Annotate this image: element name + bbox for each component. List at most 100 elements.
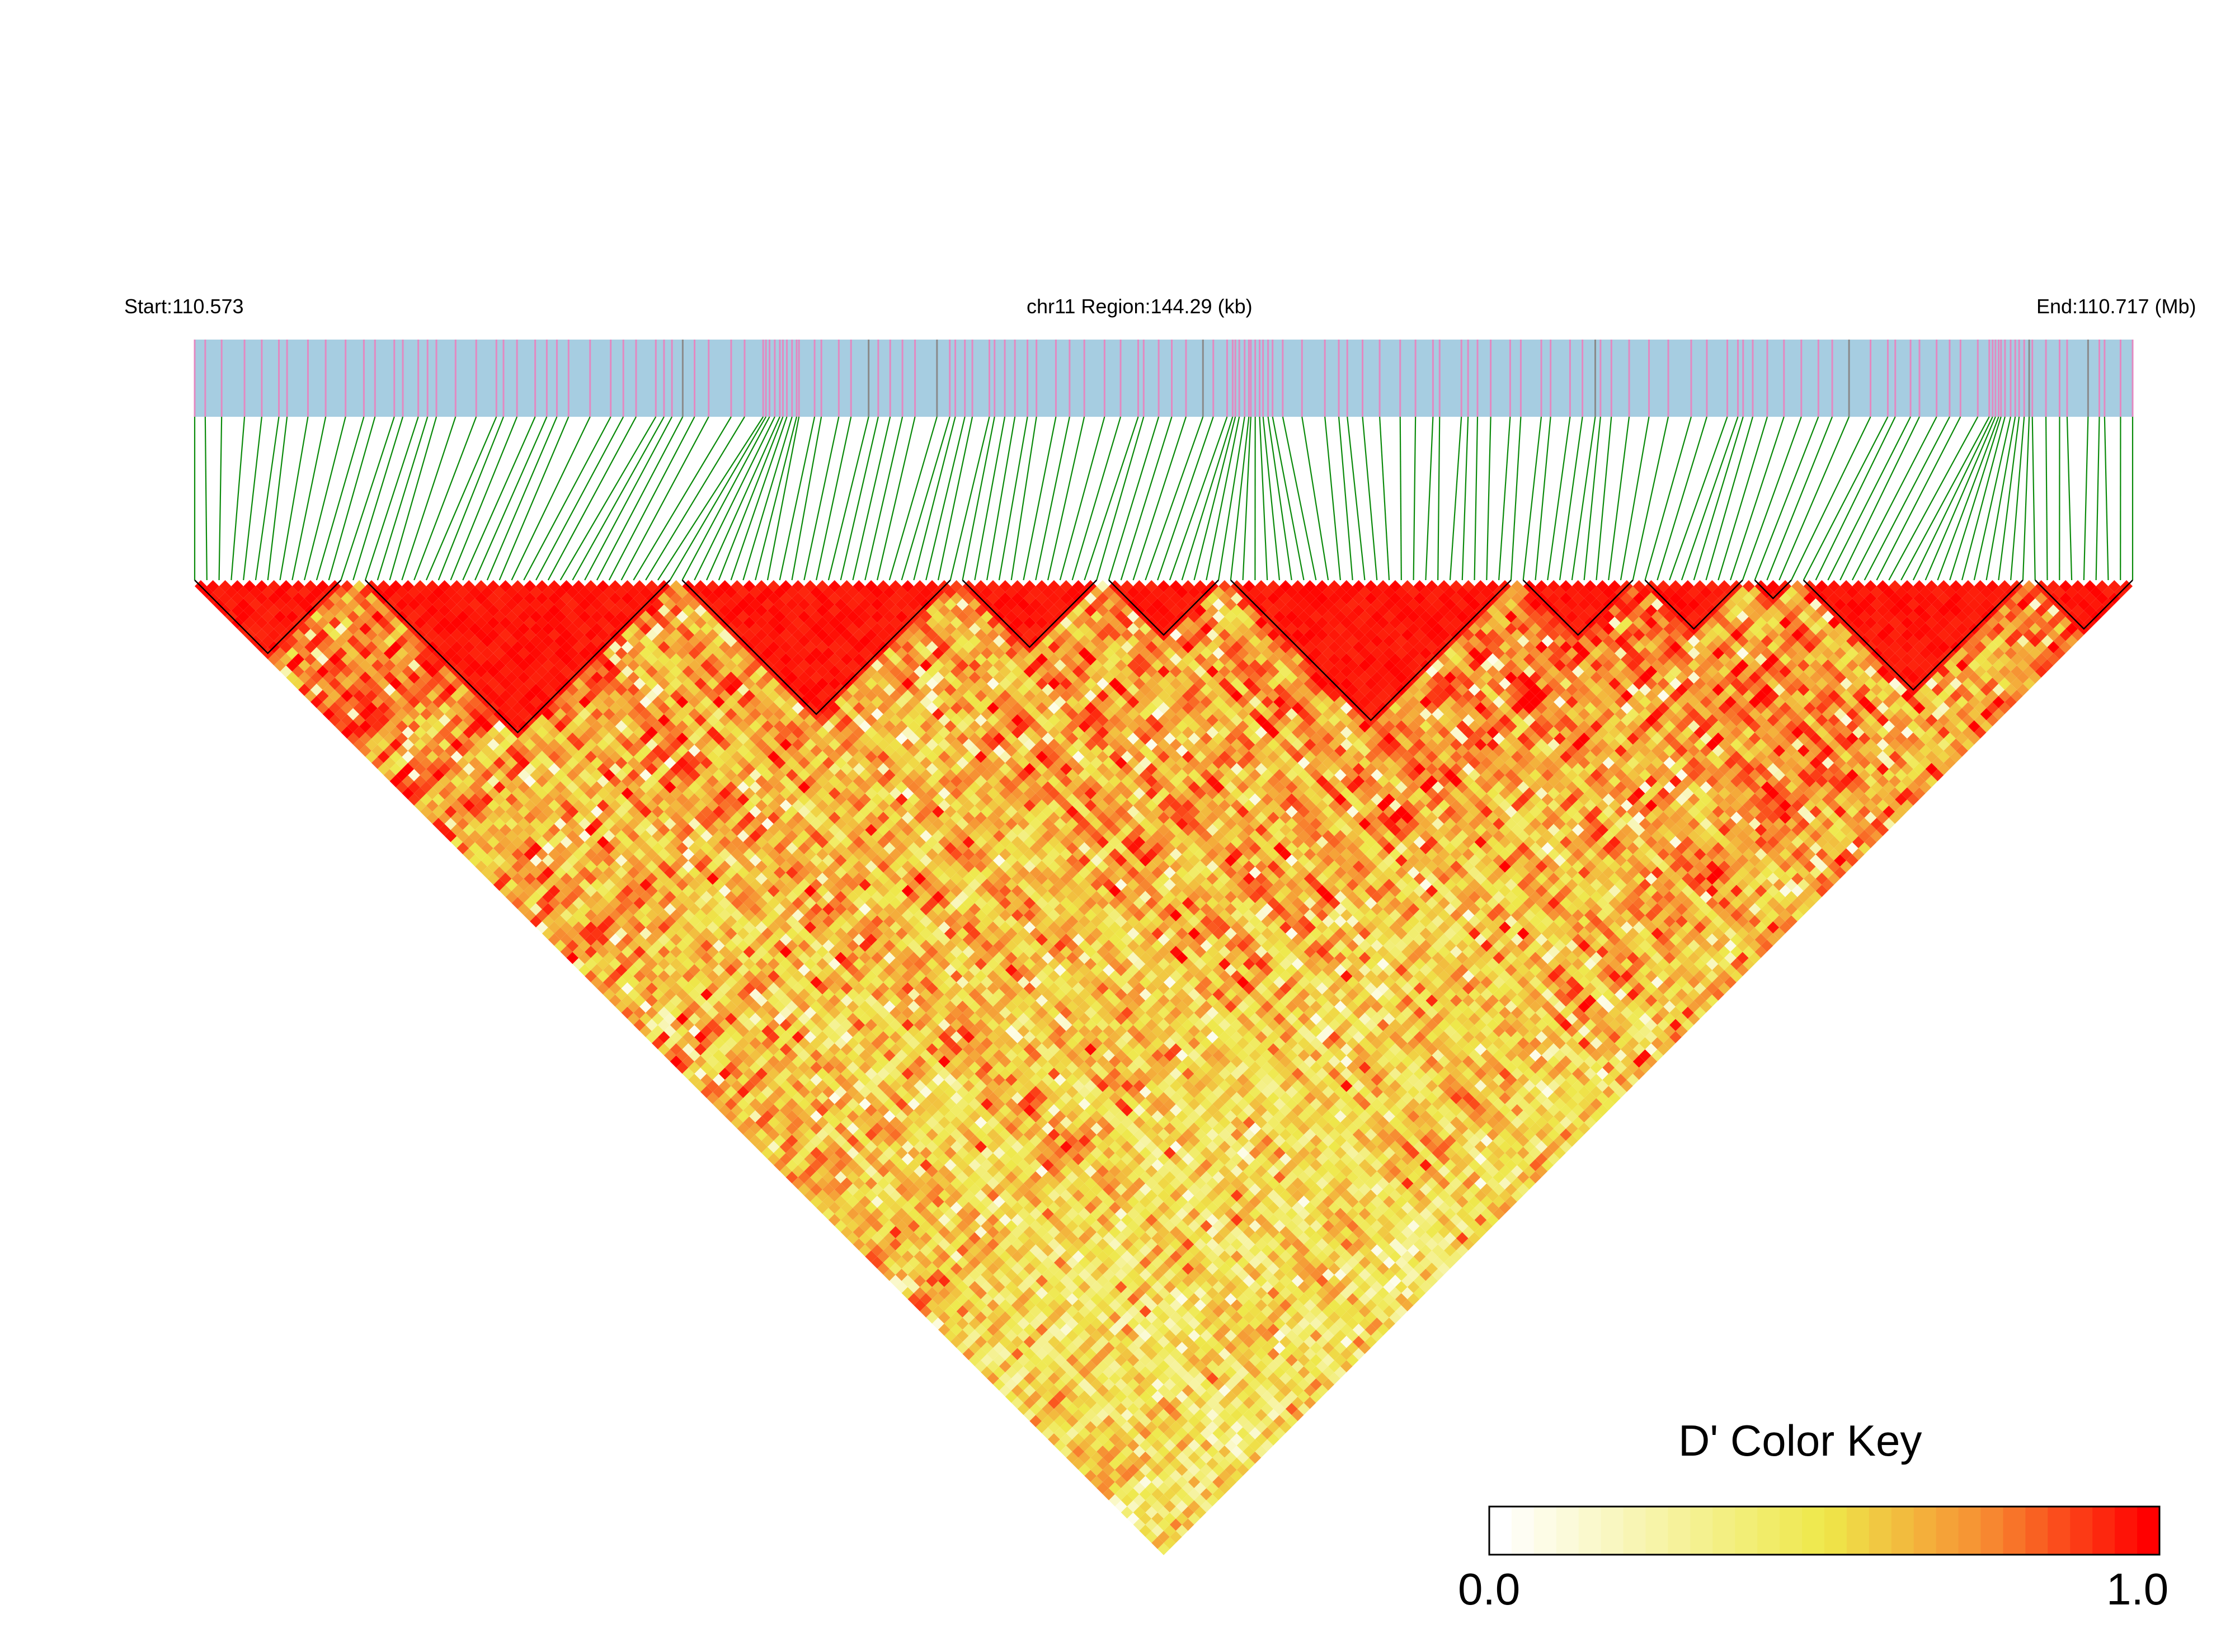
snp-connector bbox=[1108, 416, 1160, 581]
snp-connector bbox=[998, 416, 1028, 581]
snp-connector bbox=[1217, 416, 1245, 581]
ld-cell bbox=[889, 1263, 902, 1275]
snp-connector-lines bbox=[194, 416, 2134, 581]
ld-cell bbox=[792, 1141, 804, 1153]
ld-cell bbox=[414, 799, 426, 812]
ld-cell bbox=[487, 872, 500, 885]
ld-cell bbox=[438, 775, 451, 788]
snp-connector bbox=[1023, 416, 1057, 581]
ld-cell bbox=[261, 635, 274, 647]
snp-connector bbox=[1071, 416, 1122, 581]
snp-connector bbox=[974, 416, 1006, 581]
snp-connector bbox=[876, 416, 916, 581]
snp-connector bbox=[937, 416, 973, 581]
ld-cell bbox=[389, 738, 402, 751]
snp-connector bbox=[1608, 416, 1630, 581]
snp-connector bbox=[1559, 416, 1583, 581]
snp-connector bbox=[1347, 416, 1366, 581]
ld-cell bbox=[463, 836, 476, 849]
snp-connector bbox=[316, 416, 365, 581]
ld-cell bbox=[743, 1092, 756, 1104]
ld-cell bbox=[438, 823, 451, 836]
ld-cell bbox=[560, 921, 573, 934]
ld-cell bbox=[938, 1299, 951, 1312]
snp-connector bbox=[645, 416, 745, 581]
ld-cell bbox=[250, 610, 262, 623]
snp-connector bbox=[1583, 416, 1601, 581]
ld-cell bbox=[1133, 1482, 1146, 1494]
snp-connector bbox=[279, 416, 309, 581]
ld-cell bbox=[463, 799, 476, 812]
snp-connector bbox=[827, 416, 869, 581]
ld-cell bbox=[365, 751, 378, 763]
ld-cell bbox=[646, 1006, 658, 1019]
snp-connector bbox=[2066, 416, 2073, 581]
ld-cell bbox=[316, 702, 329, 714]
snp-connector bbox=[925, 416, 966, 581]
ld-cell bbox=[438, 799, 451, 812]
snp-connector bbox=[2010, 416, 2025, 581]
snp-connector bbox=[304, 416, 346, 581]
ld-cell bbox=[560, 897, 573, 910]
snp-connector bbox=[474, 416, 548, 581]
snp-connector bbox=[949, 416, 990, 581]
end-position-label: End:110.717 (Mb) bbox=[2036, 295, 2196, 318]
ld-cell bbox=[694, 1067, 707, 1080]
ld-cell bbox=[840, 1213, 853, 1226]
ld-cell bbox=[987, 1360, 999, 1373]
snp-connector bbox=[1998, 416, 2020, 581]
snp-connector bbox=[1522, 416, 1542, 581]
snp-connector bbox=[584, 416, 673, 581]
ld-cell bbox=[560, 945, 573, 958]
ld-cell bbox=[646, 1031, 658, 1043]
ld-cell bbox=[987, 1372, 999, 1385]
snp-connector bbox=[243, 416, 262, 581]
start-position-label: Start:110.573 bbox=[124, 295, 244, 318]
ld-cell bbox=[414, 763, 426, 775]
snp-connector bbox=[1681, 416, 1739, 581]
snp-connector bbox=[816, 416, 852, 581]
ld-cell bbox=[225, 598, 238, 611]
ld-cell bbox=[316, 665, 329, 678]
ld-cell bbox=[292, 629, 305, 641]
snp-connector bbox=[1839, 416, 1920, 581]
snp-connector bbox=[2095, 416, 2100, 581]
snp-connector bbox=[1742, 416, 1802, 581]
snp-connector bbox=[425, 416, 497, 581]
ld-cell bbox=[536, 921, 548, 934]
ld-cell bbox=[438, 811, 451, 824]
snp-connector bbox=[1657, 416, 1708, 581]
ld-cell bbox=[840, 1189, 853, 1202]
snp-position-track bbox=[194, 340, 2134, 417]
snp-connector bbox=[766, 416, 800, 581]
ld-cell bbox=[889, 1250, 902, 1263]
ld-cell bbox=[1036, 1409, 1048, 1422]
ld-cell bbox=[1133, 1518, 1146, 1531]
snp-connector bbox=[462, 416, 536, 581]
snp-connector bbox=[1876, 416, 1961, 581]
ld-heatmap-triangle bbox=[195, 580, 2133, 1555]
snp-connector bbox=[986, 416, 1016, 581]
snp-connector bbox=[1571, 416, 1596, 581]
snp-connector bbox=[1399, 416, 1402, 581]
snp-connector bbox=[511, 416, 591, 581]
ld-cell bbox=[414, 775, 426, 788]
snp-connector bbox=[1632, 416, 1669, 581]
ld-cell bbox=[596, 933, 609, 946]
ld-cell bbox=[274, 647, 286, 660]
ld-cell bbox=[237, 610, 250, 623]
ld-cell bbox=[694, 1055, 707, 1068]
ld-cell bbox=[261, 610, 274, 623]
ld-cell bbox=[225, 586, 238, 599]
ld-cell bbox=[840, 1202, 853, 1214]
snp-connector bbox=[1157, 416, 1214, 581]
snp-connector bbox=[1047, 416, 1085, 581]
ld-cell bbox=[792, 1128, 804, 1141]
snp-connector bbox=[803, 416, 840, 581]
snp-connector bbox=[962, 416, 995, 581]
ld-cell bbox=[938, 1287, 951, 1300]
snp-connector bbox=[2031, 416, 2036, 581]
ld-cell bbox=[1036, 1421, 1048, 1434]
ld-cell bbox=[438, 787, 451, 800]
